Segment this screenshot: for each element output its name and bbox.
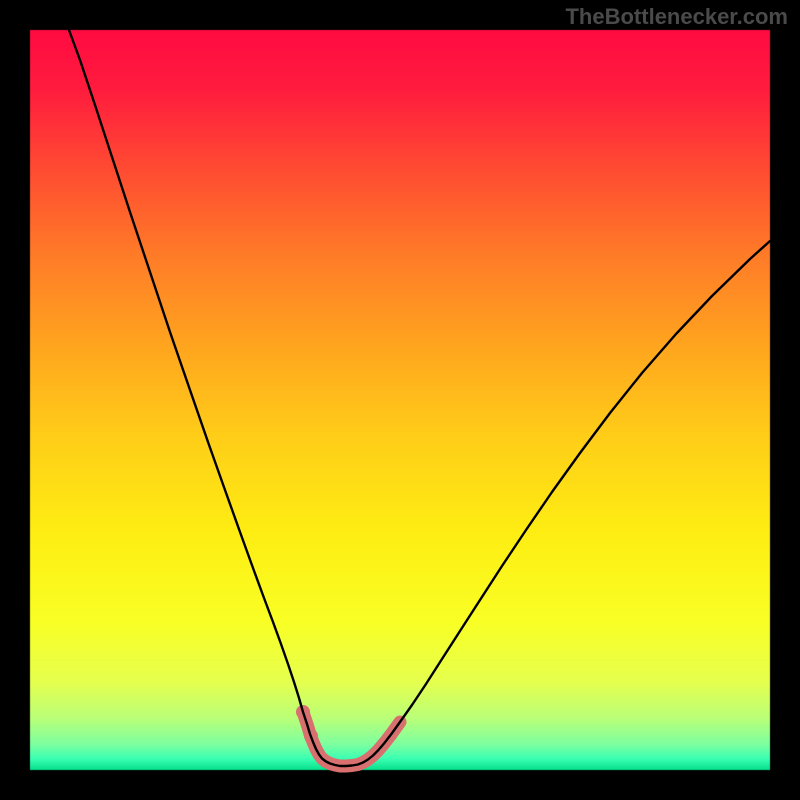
chart-svg	[0, 0, 800, 800]
bottleneck-curve	[69, 30, 770, 766]
watermark-text: TheBottlenecker.com	[565, 4, 788, 30]
chart-stage: TheBottlenecker.com	[0, 0, 800, 800]
bottleneck-marker-band	[303, 712, 400, 766]
